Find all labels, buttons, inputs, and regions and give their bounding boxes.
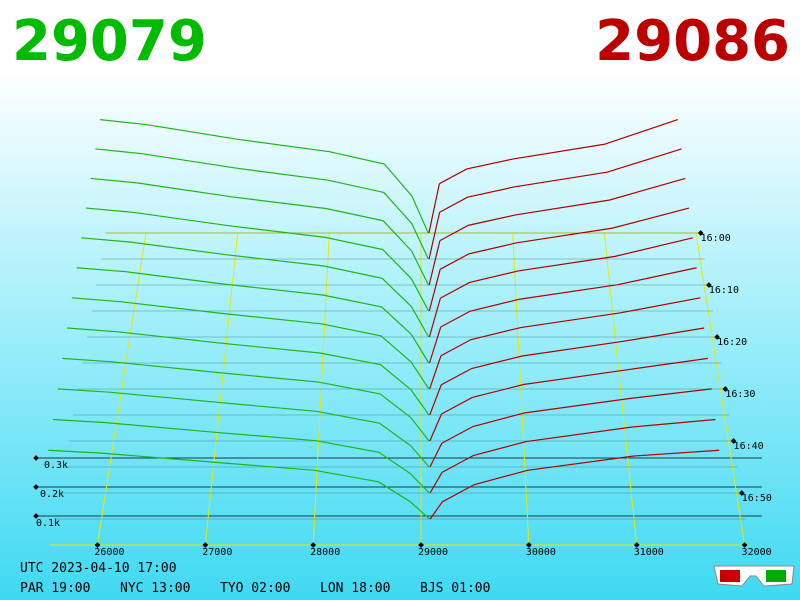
price-tick bbox=[418, 542, 424, 548]
price-tick bbox=[741, 542, 748, 548]
bid-depth-line bbox=[90, 177, 413, 252]
clock: PAR 19:00 bbox=[20, 581, 90, 596]
ask-drop bbox=[428, 240, 441, 286]
price-grid-line bbox=[512, 232, 530, 546]
time-tick bbox=[730, 438, 737, 444]
bid-depth-line bbox=[71, 297, 412, 363]
ask-depth-line bbox=[440, 327, 705, 386]
ask-drop bbox=[429, 355, 442, 390]
plot: 0.1k 0.2k 0.3k 26000 27000 28000 29000 30000 310… bbox=[33, 119, 772, 558]
bid-depth-line bbox=[62, 357, 412, 419]
time-tick-label: 16:30 bbox=[725, 389, 755, 400]
bid-depth-line bbox=[76, 267, 412, 335]
price-tick-label: 27000 bbox=[202, 547, 232, 558]
ask-depth-line bbox=[440, 297, 701, 357]
ask-depth-line bbox=[441, 388, 712, 444]
ask-drop bbox=[428, 183, 440, 234]
ask-drop bbox=[429, 443, 443, 468]
best-ask: 29086 bbox=[595, 9, 790, 74]
bid-depth-line bbox=[48, 449, 411, 503]
price-grid-line bbox=[96, 232, 147, 546]
bid-drop bbox=[410, 389, 430, 416]
bid-drop bbox=[409, 501, 430, 520]
price-tick-label: 30000 bbox=[526, 547, 556, 558]
depth-tick-label: 0.1k bbox=[36, 518, 60, 529]
clock: NYC 13:00 bbox=[120, 581, 190, 596]
depth-tick-label: 0.2k bbox=[40, 489, 64, 500]
price-tick-label: 26000 bbox=[94, 547, 124, 558]
time-tick-label: 16:50 bbox=[742, 493, 772, 504]
price-tick bbox=[633, 542, 640, 548]
bid-depth-line bbox=[81, 237, 412, 307]
bid-drop bbox=[411, 250, 430, 286]
bid-depth-line bbox=[100, 119, 413, 197]
price-tick-label: 32000 bbox=[742, 547, 772, 558]
price-grid-line bbox=[695, 232, 746, 546]
ask-drop bbox=[428, 326, 442, 364]
ask-depth-line bbox=[439, 148, 682, 213]
ask-depth-line bbox=[439, 177, 686, 242]
ask-depth-line bbox=[440, 237, 693, 299]
depth-tick bbox=[33, 513, 39, 519]
bid-drop bbox=[411, 195, 429, 234]
bid-drop bbox=[410, 445, 430, 468]
ask-depth-line bbox=[440, 267, 697, 328]
bid-drop bbox=[410, 306, 430, 338]
bid-drop bbox=[410, 417, 430, 442]
ask-drop bbox=[429, 413, 443, 442]
ask-depth-line bbox=[439, 207, 690, 270]
ask-drop bbox=[428, 212, 441, 260]
time-tick bbox=[738, 490, 745, 496]
bid-depth-line bbox=[57, 388, 412, 447]
price-tick bbox=[310, 542, 317, 548]
bid-drop bbox=[410, 361, 430, 390]
clock: LON 18:00 bbox=[320, 581, 390, 596]
ask-drop bbox=[428, 297, 442, 338]
ask-depth-line bbox=[439, 119, 678, 185]
bid-drop bbox=[411, 223, 429, 260]
bid-drop bbox=[410, 278, 430, 312]
bid-drop bbox=[410, 333, 430, 364]
glasses-icon bbox=[713, 565, 795, 587]
ask-depth-line bbox=[442, 449, 720, 503]
ask-drop bbox=[429, 501, 443, 520]
ask-depth-line bbox=[441, 357, 709, 415]
bid-depth-line bbox=[67, 327, 412, 391]
price-tick-label: 28000 bbox=[310, 547, 340, 558]
clock: BJS 01:00 bbox=[420, 581, 490, 596]
time-tick bbox=[714, 334, 720, 340]
price-tick bbox=[94, 542, 101, 548]
time-tick bbox=[697, 230, 704, 236]
price-grid-line bbox=[312, 232, 330, 546]
ask-drop bbox=[429, 384, 442, 416]
time-tick-label: 16:00 bbox=[701, 233, 731, 244]
clock: TYO 02:00 bbox=[220, 581, 290, 596]
depth-tick bbox=[33, 484, 39, 490]
price-tick bbox=[526, 542, 532, 548]
ask-drop bbox=[428, 269, 441, 312]
time-tick-label: 16:20 bbox=[717, 337, 747, 348]
ask-depth-line bbox=[441, 418, 716, 473]
best-bid: 29079 bbox=[12, 9, 207, 74]
bid-depth-line bbox=[95, 148, 413, 224]
time-tick-label: 16:40 bbox=[734, 441, 764, 452]
price-tick-label: 31000 bbox=[634, 547, 664, 558]
time-tick bbox=[722, 386, 729, 392]
bid-drop bbox=[410, 473, 430, 494]
price-tick bbox=[202, 542, 209, 548]
price-grid-line bbox=[603, 232, 638, 546]
bid-depth-line bbox=[52, 418, 411, 475]
depth-tick bbox=[33, 455, 39, 461]
price-tick-label: 29000 bbox=[418, 547, 448, 558]
depth-tick-label: 0.3k bbox=[44, 460, 68, 471]
timestamp: UTC 2023-04-10 17:00 bbox=[20, 561, 177, 576]
time-tick bbox=[706, 282, 712, 288]
time-tick-label: 16:10 bbox=[709, 285, 739, 296]
ask-drop bbox=[429, 472, 443, 494]
bid-depth-line bbox=[85, 207, 412, 280]
